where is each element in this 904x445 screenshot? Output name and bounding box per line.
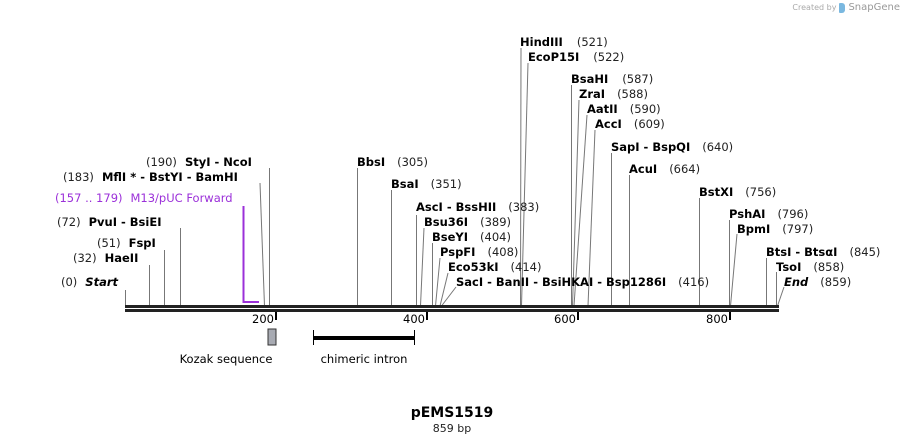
snapgene-logo-icon (839, 2, 846, 13)
axis-ticks (275, 312, 731, 320)
svg-text:BstXI(756): BstXI (756) (699, 185, 776, 199)
primer-m13-puc-forward[interactable] (242, 206, 260, 303)
site-line-pspfi (435, 257, 441, 307)
svg-text:SapI - BspQI(640): SapI - BspQI (640) (611, 140, 733, 154)
site-styi-ncoi[interactable]: (190) StyI - NcoI (146, 155, 252, 169)
site-line-saci (441, 286, 457, 307)
primer-arrow-icon (242, 206, 259, 303)
svg-text:(32)HaeII: (32) HaeII (73, 251, 138, 265)
site-line-aatii (573, 114, 588, 307)
site-acci[interactable]: AccI (609) (595, 117, 665, 131)
tick-label: 200 (252, 312, 274, 326)
svg-text:(157 .. 179)M13/pUC Forward: (157 .. 179) M13/pUC Forward (55, 191, 233, 205)
site-btsi-btsai[interactable]: BtsI - BtsαI (845) (766, 245, 880, 259)
svg-text:(183)MflI * - BstYI - BamHI: (183) MflI * - BstYI - BamHI (63, 170, 238, 184)
site-acui[interactable]: AcuI (664) (629, 162, 700, 176)
site-line-hindiii (520, 47, 522, 307)
site-aatii[interactable]: AatII (590) (587, 102, 661, 116)
svg-text:End(859): End (859) (784, 275, 851, 289)
site-fspi[interactable]: (51) FspI (97, 236, 156, 250)
site-bpmi[interactable]: BpmI (797) (737, 222, 813, 236)
svg-text:AcuI(664): AcuI (664) (629, 162, 700, 176)
svg-text:AatII(590): AatII (590) (587, 102, 661, 116)
site-line-zrai (572, 99, 580, 307)
site-asci-bsshii[interactable]: AscI - BssHII (383) (416, 200, 539, 214)
svg-text:BseYI(404): BseYI (404) (432, 230, 511, 244)
tick-label: 400 (403, 312, 425, 326)
site-bseyi[interactable]: BseYI (404) (432, 230, 511, 244)
svg-text:HindIII(521): HindIII (521) (520, 35, 608, 49)
credit-prefix: Created by (792, 3, 837, 12)
site-line-bpmi (730, 233, 738, 307)
site-tsoi[interactable]: TsoI (858) (776, 260, 844, 274)
plasmid-length: 859 bp (432, 422, 472, 435)
axis-tick-labels: 200 400 600 800 (252, 312, 728, 326)
site-haeii[interactable]: (32) HaeII (73, 251, 138, 265)
backbone-top-strand (125, 305, 779, 308)
snapgene-credit: Created by SnapGene (792, 2, 900, 13)
svg-text:PshAI(796): PshAI (796) (729, 207, 808, 221)
feature-intron-label: chimeric intron (321, 352, 408, 366)
svg-text:(72)PvuI - BsiEI: (72) PvuI - BsiEI (57, 215, 161, 229)
svg-text:AccI(609): AccI (609) (595, 117, 665, 131)
tick-label: 600 (554, 312, 576, 326)
svg-text:BpmI(797): BpmI (797) (737, 222, 813, 236)
svg-text:BsaI(351): BsaI (351) (391, 177, 462, 191)
feature-kozak-label: Kozak sequence (180, 352, 273, 366)
plasmid-name: pEMS1519 (410, 405, 494, 421)
svg-text:(51)FspI: (51) FspI (97, 236, 156, 250)
svg-text:BsaHI(587): BsaHI (587) (571, 72, 653, 86)
site-line-acci (587, 129, 596, 307)
site-pspfi[interactable]: PspFI (408) (440, 245, 518, 259)
svg-text:ZraI(588): ZraI (588) (579, 87, 648, 101)
site-line-end (777, 286, 785, 307)
site-line-eco53ki (439, 272, 449, 307)
site-end[interactable]: End (859) (784, 275, 851, 289)
site-saci-banii-bsihkai-bsp1286i[interactable]: SacI - BanII - BsiHKAI - Bsp1286I (416) (456, 275, 709, 289)
svg-text:Bsu36I(389): Bsu36I (389) (424, 215, 511, 229)
svg-text:TsoI(858): TsoI (858) (776, 260, 844, 274)
svg-text:(0)Start: (0) Start (61, 275, 119, 289)
backbone-bottom-strand (125, 309, 779, 312)
credit-brand: SnapGene (848, 2, 900, 13)
primer-label[interactable]: (157 .. 179) M13/pUC Forward (55, 191, 233, 205)
svg-text:EcoP15I(522): EcoP15I (522) (528, 50, 624, 64)
site-mfli-bstyi-bamhi[interactable]: (183) MflI * - BstYI - BamHI (63, 170, 238, 184)
site-labels: (0) Start (32) HaeII (51) FspI (72) PvuI - B… (55, 35, 880, 289)
site-bbsi[interactable]: BbsI (305) (357, 155, 428, 169)
svg-text:BtsI - BtsαI(845): BtsI - BtsαI (845) (766, 245, 880, 259)
site-bsai[interactable]: BsaI (351) (391, 177, 462, 191)
svg-text:(190)StyI - NcoI: (190) StyI - NcoI (146, 155, 252, 169)
site-ecop15i[interactable]: EcoP15I (522) (528, 50, 624, 64)
site-bsahi[interactable]: BsaHI (587) (571, 72, 653, 86)
site-start[interactable]: (0) Start (61, 275, 119, 289)
svg-text:PspFI(408): PspFI (408) (440, 245, 518, 259)
site-sapi-bspqi[interactable]: SapI - BspQI (640) (611, 140, 733, 154)
feature-kozak-box[interactable] (267, 328, 277, 346)
tick-label: 800 (706, 312, 728, 326)
site-pshai[interactable]: PshAI (796) (729, 207, 808, 221)
svg-text:AscI - BssHII(383): AscI - BssHII (383) (416, 200, 539, 214)
site-line-mfli (259, 182, 265, 307)
svg-text:BbsI(305): BbsI (305) (357, 155, 428, 169)
site-pvui-bsiei[interactable]: (72) PvuI - BsiEI (57, 215, 161, 229)
feature-chimeric-intron[interactable] (313, 330, 415, 345)
cut-site-lines (125, 47, 785, 307)
site-eco53ki[interactable]: Eco53kI (414) (448, 260, 541, 274)
site-hindiii[interactable]: HindIII (521) (520, 35, 608, 49)
site-line-bsu36i (420, 227, 425, 307)
svg-text:Eco53kI(414): Eco53kI (414) (448, 260, 541, 274)
site-bsu36i[interactable]: Bsu36I (389) (424, 215, 511, 229)
svg-text:SacI - BanII - BsiHKAI - Bs: SacI - BanII - BsiHKAI - Bsp1286I (416) (456, 275, 709, 289)
site-zrai[interactable]: ZraI (588) (579, 87, 648, 101)
site-bstxi[interactable]: BstXI (756) (699, 185, 776, 199)
site-line-ecop15i (521, 62, 529, 307)
